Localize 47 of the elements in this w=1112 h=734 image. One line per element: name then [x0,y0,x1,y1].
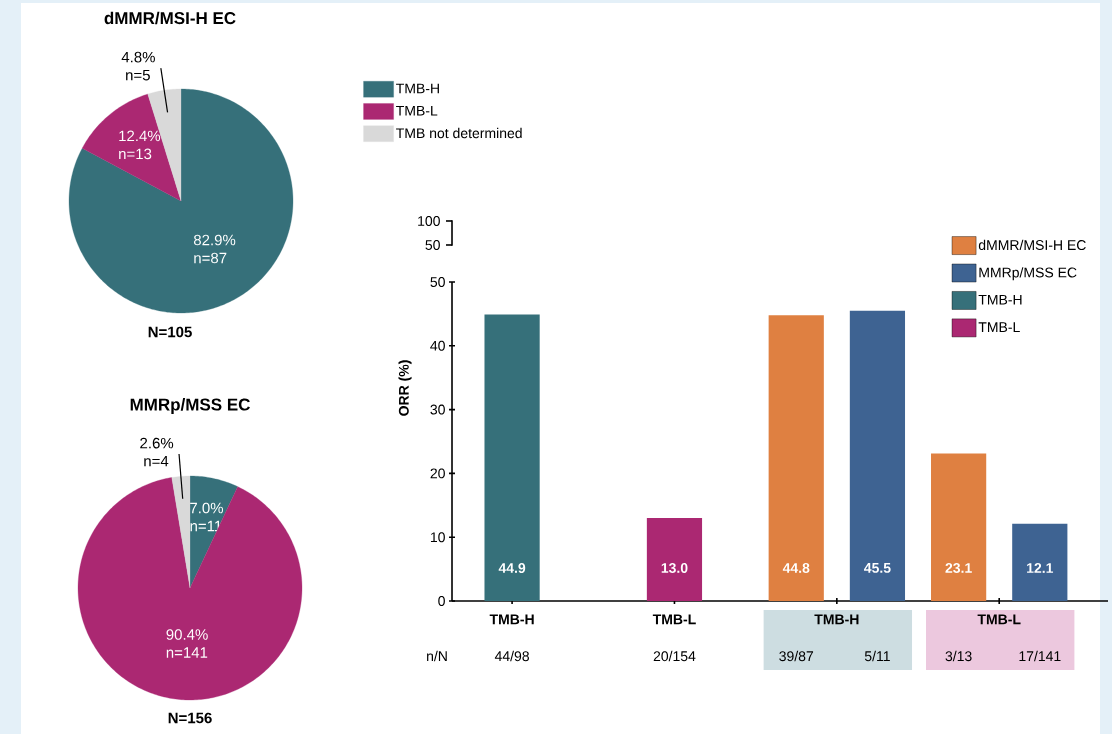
x-tick-label: TMB-L [977,614,1021,625]
legend-label: TMB-H [396,83,439,94]
legend-label: TMB not determined [396,127,522,139]
bar [646,518,703,601]
chart-title: MMRp/MSS EC [130,398,250,414]
bar [484,314,540,601]
text: 44/98 [494,650,529,662]
y-tick-label: 10 [430,532,445,543]
data-label: 12.1 [1027,563,1054,573]
text: 17/141 [1019,650,1061,662]
data-label: 12.4% n=13 [119,130,161,160]
y-axis-title: ORR (%) [398,360,412,416]
legend-label: TMB-H [978,294,1022,305]
chart-title: dMMR/MSI-H EC [104,11,236,25]
data-label: 13.0 [661,563,688,573]
data-label: 23.1 [945,563,972,573]
text: 100 [418,216,440,226]
legend-label: TMB-L [396,105,438,116]
data-label: 4.8% n=5 [121,51,155,81]
x-tick-label: TMB-H [814,614,859,625]
text: 20/154 [653,650,696,662]
bar [849,310,906,601]
bar [768,315,824,601]
text: 39/87 [779,650,814,662]
legend-label: dMMR/MSI-H EC [978,239,1086,251]
legend-label: MMRp/MSS EC [979,267,1077,281]
text: N=105 [148,326,192,338]
data-label: 44.8 [782,563,810,573]
y-tick-label: 50 [430,277,445,287]
y-tick-label: 30 [430,404,445,415]
y-tick-label: 20 [430,468,445,479]
x-tick-label: TMB-H [489,614,534,625]
text: 3/13 [945,650,972,662]
text: N=156 [168,712,212,724]
bar [931,453,987,601]
data-label: 82.9% n=87 [193,234,236,264]
data-label: 90.4% n=141 [166,629,208,658]
y-tick-label: 0 [438,596,445,606]
data-label: 45.5 [864,563,891,573]
x-tick-label: TMB-L [652,614,696,625]
text: n/N [427,650,447,662]
data-label: 2.6% n=4 [140,437,174,467]
legend-label: TMB-L [978,322,1020,332]
data-label: 44.9 [498,563,526,573]
bar [1012,523,1068,601]
text: 5/11 [864,650,890,662]
y-tick-label: 40 [430,340,445,351]
